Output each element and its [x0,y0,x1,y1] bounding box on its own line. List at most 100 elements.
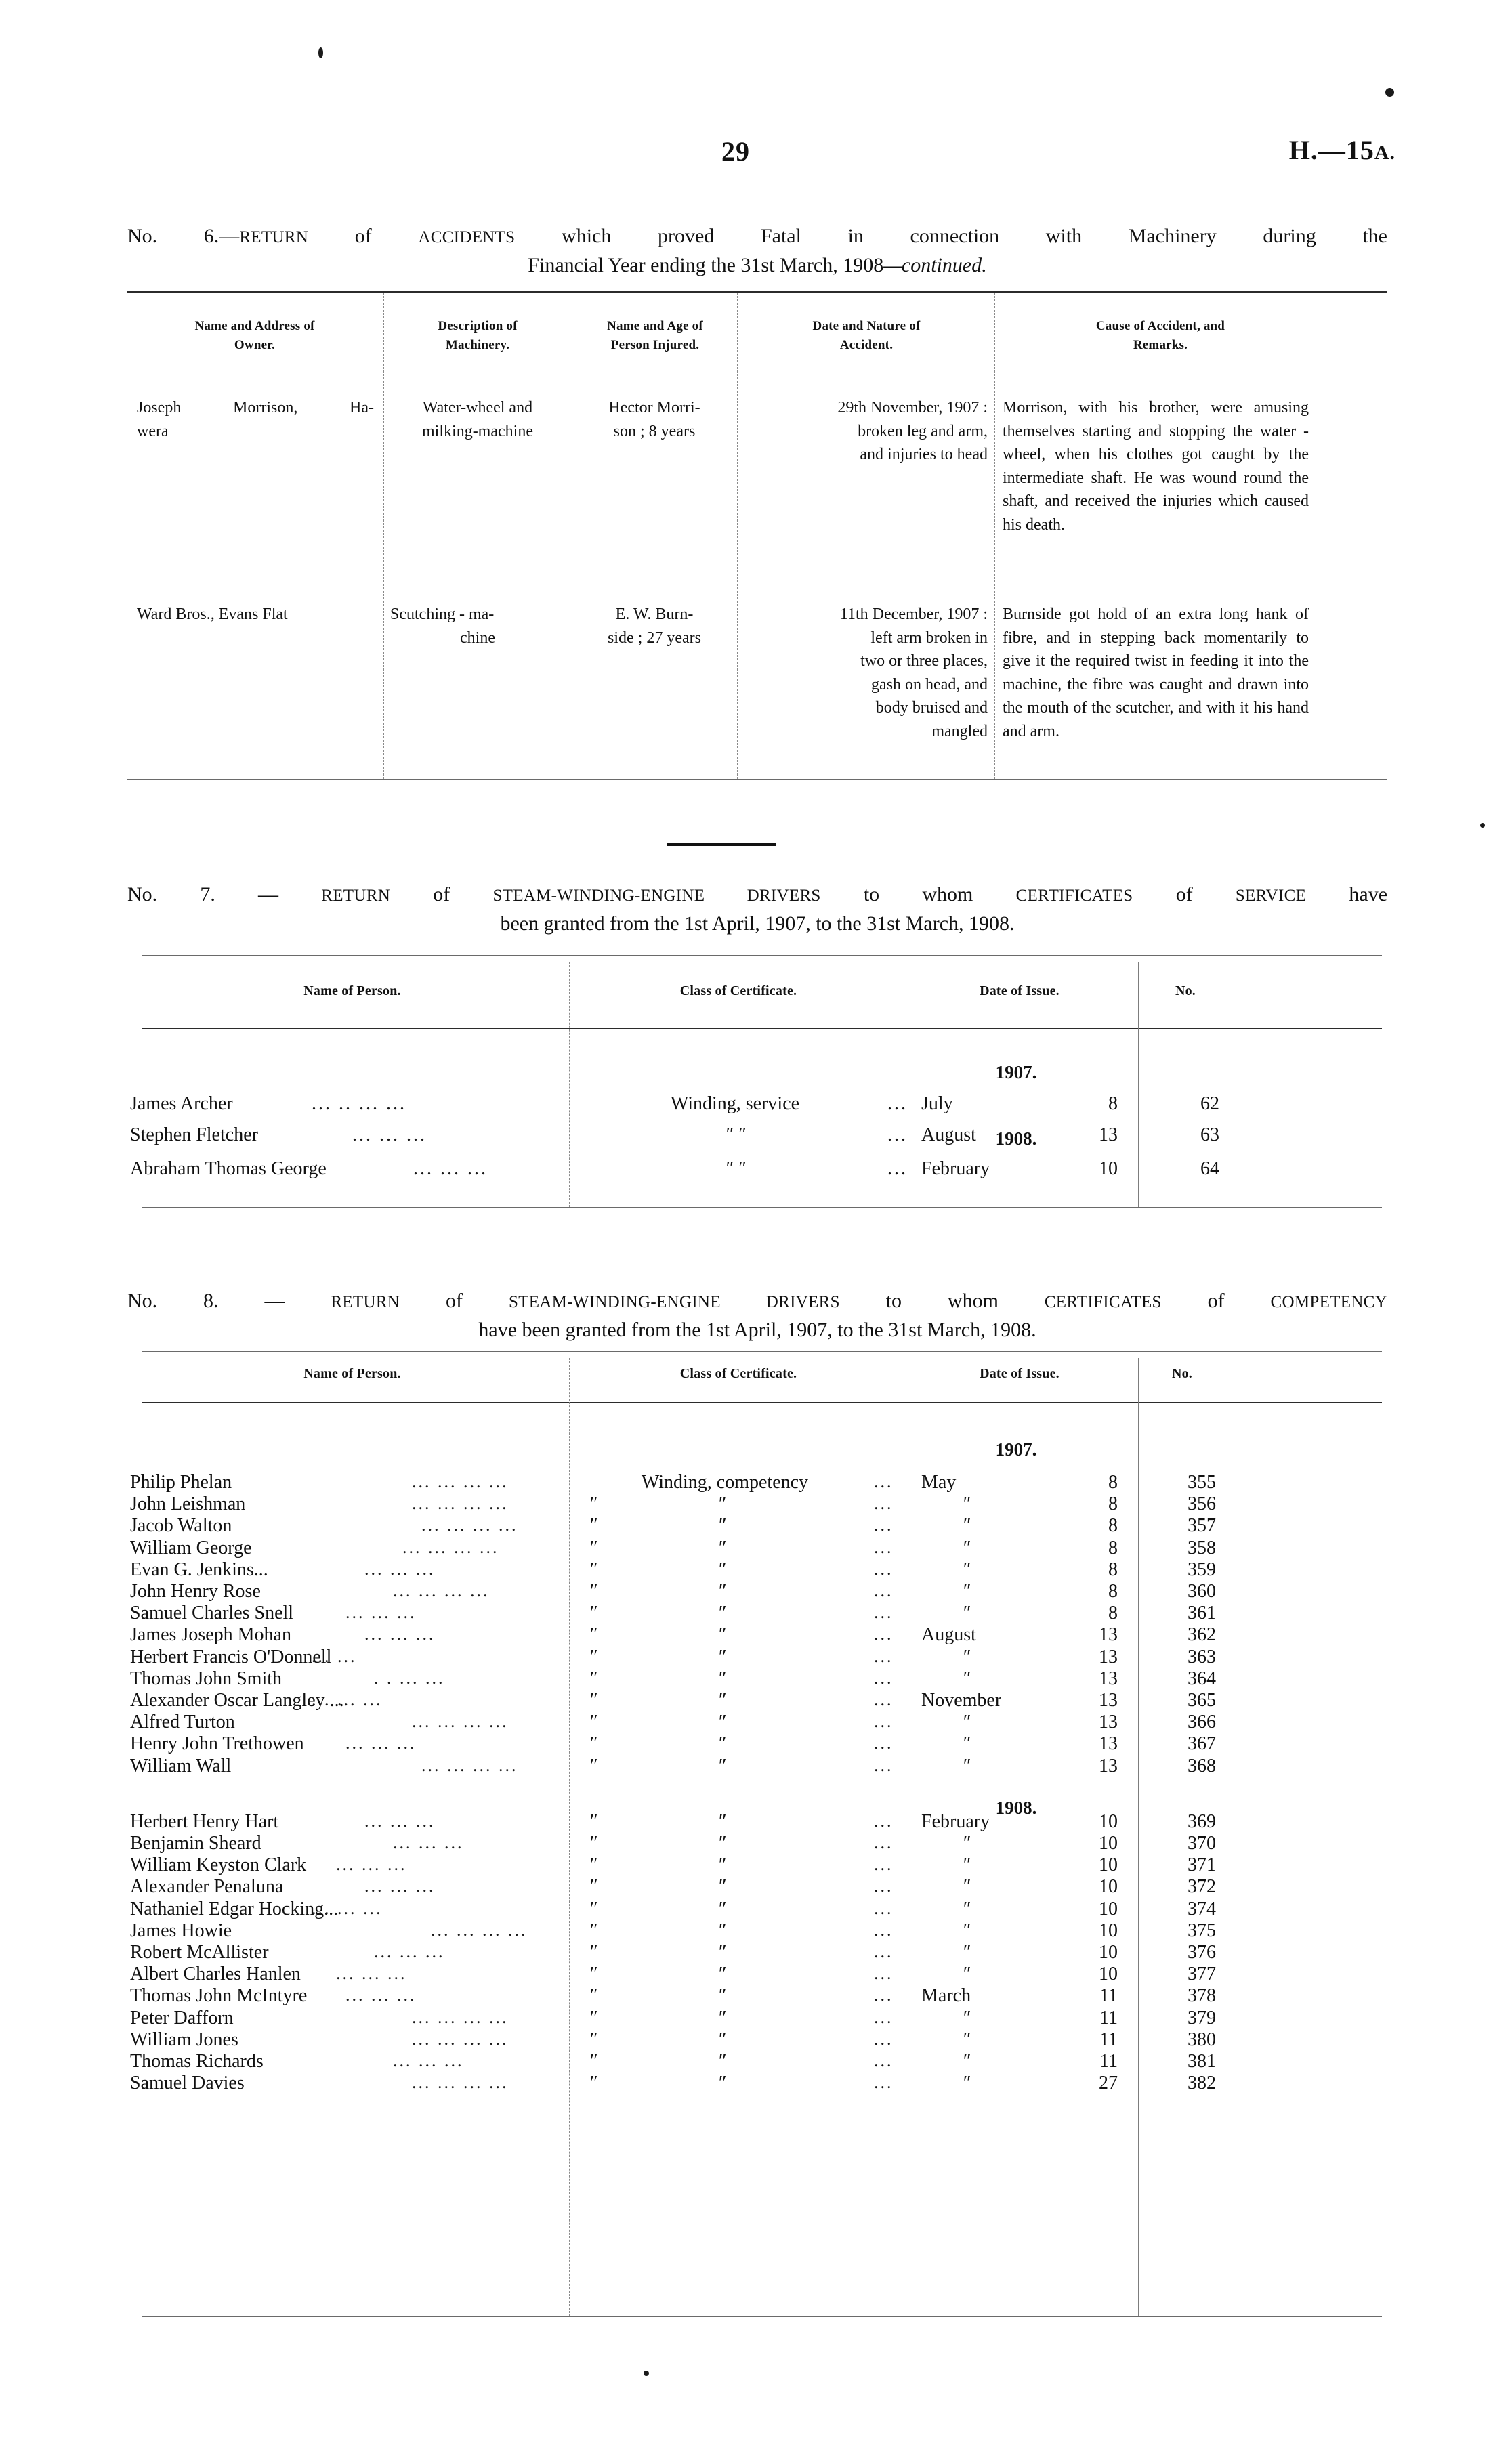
row-month-ditto: ″ [962,1558,970,1580]
row-name: William Wall [130,1755,232,1777]
cell-line: two or three places, [860,652,988,671]
table-6-row-owner: Ward Bros., Evans Flat [137,603,381,626]
row-class-ditto: ″ [717,2028,726,2050]
row-dots: ... [874,1472,894,1491]
table-7-col-divider [569,962,570,1207]
row-month: November [921,1690,1002,1711]
table-6-row-cause: Burnside got hold of an extra long hank … [1003,603,1309,743]
row-dots: ... [874,1898,894,1918]
row-name: Samuel Charles Snell [130,1602,294,1624]
row-number: 361 [1188,1602,1216,1624]
row-class-ditto: ″ [717,1755,726,1777]
table-8-row: Thomas John McIntyre ... ... ... ″ ″... Marc… [130,1985,1382,2007]
table-6-row-person: Hector Morri- son ; 8 years [576,396,733,443]
row-number: 382 [1188,2073,1216,2094]
row-class-ditto: ″ [717,1646,726,1668]
row-month-ditto: ″ [962,1733,970,1755]
row-name: Jacob Walton [130,1515,232,1537]
row-dots: ... ... ... ... [412,1472,509,1491]
row-class-ditto: ″ [717,1733,726,1755]
row-dots: ... [874,2028,894,2049]
section-6-caption-accidents: Accidents [418,228,516,247]
row-class-ditto: ″ [717,1690,726,1711]
section-7-caption-certificates: Certificates [1015,887,1133,905]
row-month: May [921,1472,957,1493]
row-day: 10 [1099,1158,1118,1179]
section-7-caption-service: Service [1235,887,1307,905]
row-dots: ... [874,1581,894,1600]
row-month-ditto: ″ [962,2051,970,2072]
row-number: 360 [1188,1581,1216,1602]
row-dots: ... [874,1646,894,1666]
table-7-row: James Archer ... .. ... ... Winding, ser… [130,1093,1382,1114]
table-8-header-class: Class of Certificate. [679,1366,797,1381]
row-number: 362 [1188,1624,1216,1646]
row-number: 381 [1188,2051,1216,2072]
row-class-ditto: ″ [589,1712,597,1733]
row-name: John Leishman [130,1493,246,1515]
table-8-year-1908: 1908. [995,1798,1037,1818]
row-dots: ... [874,1985,894,2005]
row-class-ditto: ″ [589,1581,597,1602]
header-line: Date and Nature of [812,319,921,333]
row-class-ditto: ″ [589,2007,597,2028]
row-number: 379 [1188,2007,1216,2028]
row-day: 8 [1108,1093,1118,1114]
header-line: Accident. [839,337,894,352]
row-class-ditto: ″ [717,1668,726,1689]
row-month-ditto: ″ [962,1493,970,1515]
row-dots: ... ... ... ... [393,1581,490,1600]
cell-text: Morrison, with his brother, were amusing… [1003,399,1309,534]
row-month: February [921,1158,990,1179]
row-dots: ... ... [312,1646,357,1666]
row-number: 375 [1188,1919,1216,1941]
section-6-caption-of: of [308,225,419,247]
cell-line: left arm broken in [870,629,988,647]
row-number: 377 [1188,1963,1216,1985]
row-dots: ... [874,2051,894,2070]
row-class-ditto: ″ [589,1646,597,1668]
table-8-row: Nathaniel Edgar Hocking...... ... ... ″ ″.… [130,1898,1382,1919]
row-dots: ... [874,1833,894,1852]
row-month: August [921,1124,976,1145]
row-class-ditto: ″ [717,2051,726,2072]
row-class-ditto: ″ [589,2028,597,2050]
cell-line: mangled [931,722,988,740]
row-dots: ... ... ... ... [431,1919,528,1940]
row-class-ditto: ″ [589,1537,597,1558]
cell-line: gash on head, and [871,675,988,694]
row-month-ditto: ″ [962,1581,970,1602]
row-class-ditto: ″ [717,1942,726,1963]
row-class-ditto: ″ [589,1898,597,1919]
row-dots: ... [874,1537,894,1557]
table-7-header-no: No. [1175,983,1196,998]
table-7-year-label: 1907. [995,1062,1037,1082]
row-class-ditto: ″ [717,1985,726,2007]
section-6-caption-continued: —continued. [883,253,987,276]
row-dots: ... ... ... ... [412,1493,509,1514]
header-line: Remarks. [1133,337,1188,352]
row-dots: ... [874,1876,894,1896]
table-8-header-date: Date of Issue. [980,1366,1059,1381]
row-class-ditto: ″ [717,1833,726,1854]
row-dots: ... ... ... ... [421,1515,518,1535]
row-dots: ... ... ... ... [412,2007,509,2027]
row-dots: ... [887,1124,908,1145]
table-6-row-machinery: Water-wheel and milking-machine [390,396,565,443]
row-class-ditto: ″ [717,1515,726,1537]
row-number: 371 [1188,1854,1216,1876]
table-8-row: Henry John Trethowen ... ... ... ″ ″... ″ 13 3… [130,1733,1382,1755]
section-7-caption-return: Return [321,887,391,905]
row-class-ditto: ″ [717,1493,726,1515]
table-8-row: Benjamin Sheard ... ... ... ″ ″... ″ 10 370 [130,1833,1382,1854]
row-class-ditto: ″ [589,1985,597,2007]
table-7-col-divider [1138,962,1139,1207]
row-dots: ... [874,1755,894,1775]
row-name: Samuel Davies [130,2073,245,2094]
row-dots: ... ... ... [312,1690,383,1709]
row-day: 10 [1099,1963,1118,1985]
row-dots: ... [874,1558,894,1579]
paper-number-suffix: A. [1374,142,1395,164]
row-dots: ... [874,1668,894,1688]
